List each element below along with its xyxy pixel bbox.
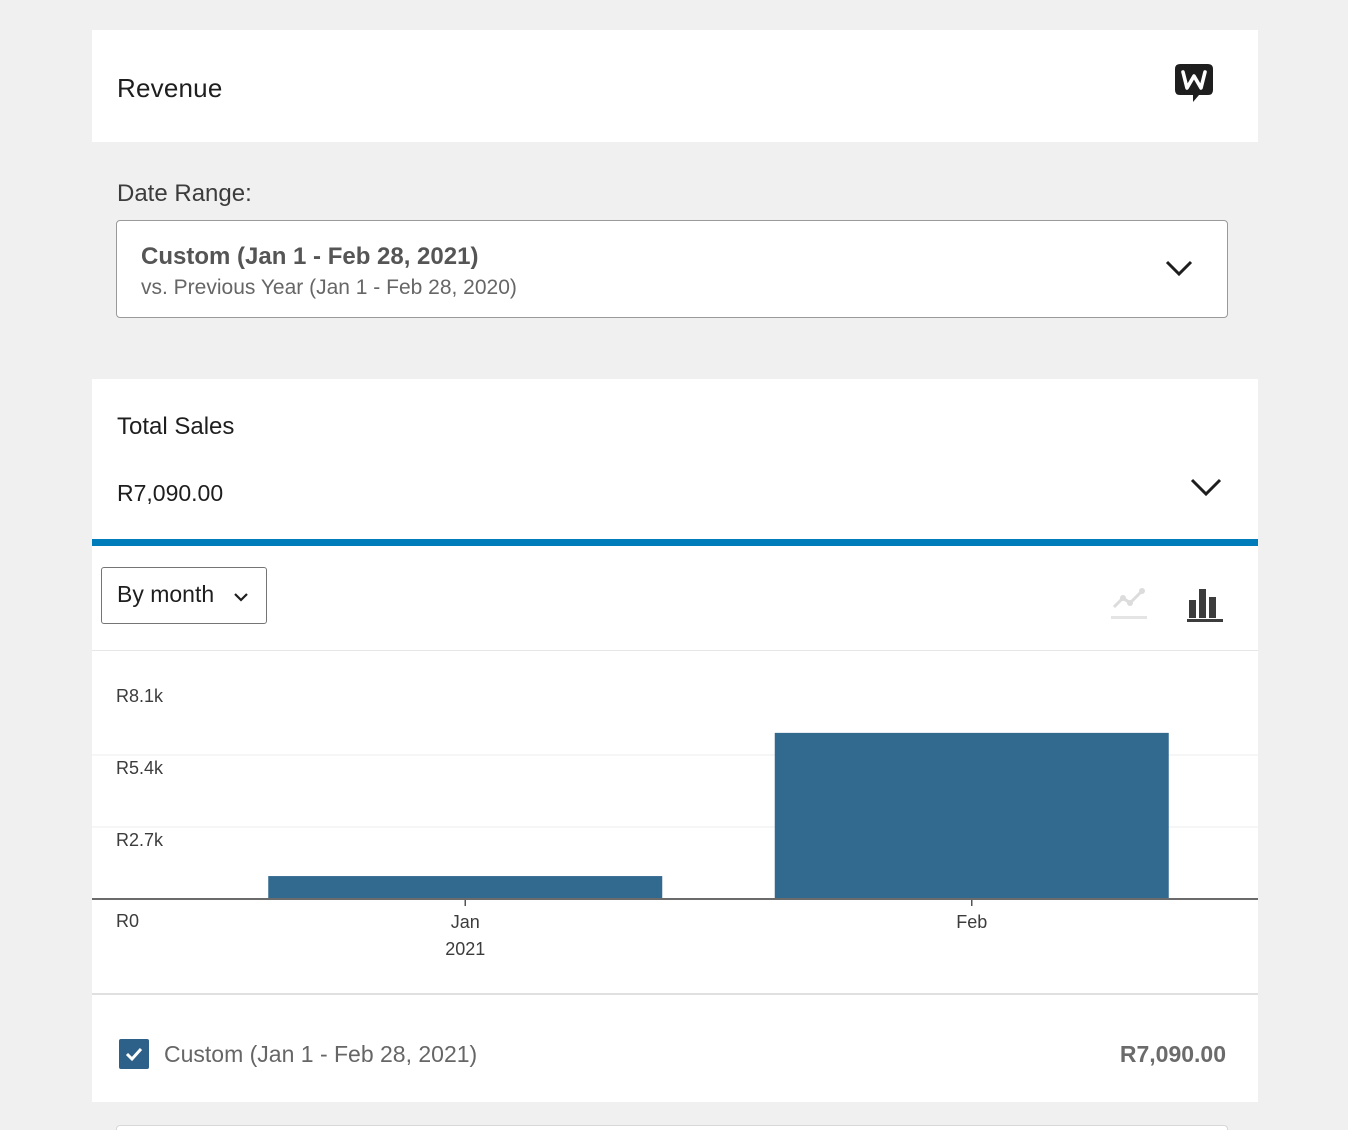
x-tick-sublabel: 2021 — [445, 939, 485, 959]
bar-jan — [268, 876, 663, 899]
summary-value: R7,090.00 — [117, 480, 224, 506]
page-title: Revenue — [117, 73, 223, 103]
date-range-primary: Custom (Jan 1 - Feb 28, 2021) — [141, 243, 479, 270]
y-tick-label: R0 — [116, 911, 139, 931]
date-range-label: Date Range: — [117, 180, 252, 207]
date-range-comparison: vs. Previous Year (Jan 1 - Feb 28, 2020) — [141, 276, 517, 299]
legend-series-value: R7,090.00 — [1119, 1041, 1226, 1067]
checkmark-icon — [125, 1047, 143, 1062]
bar-chart-icon[interactable] — [1186, 584, 1224, 622]
legend-checkbox[interactable] — [119, 1039, 149, 1069]
chevron-down-icon — [1165, 260, 1193, 277]
x-tick-label: Jan — [451, 912, 480, 932]
total-sales-summary[interactable]: Total Sales R7,090.00 — [92, 379, 1258, 546]
y-tick-label: R8.1k — [116, 686, 164, 706]
summary-label: Total Sales — [117, 413, 235, 440]
chevron-down-icon[interactable] — [1190, 477, 1222, 497]
interval-label: By month — [117, 581, 215, 607]
total-sales-card: Total Sales R7,090.00 By month R0 R2.7k R5… — [92, 379, 1258, 1102]
legend-series-label: Custom (Jan 1 - Feb 28, 2021) — [164, 1041, 478, 1067]
bar-feb — [774, 732, 1169, 899]
line-chart-icon[interactable] — [1110, 585, 1148, 621]
woocommerce-w-icon[interactable] — [1174, 63, 1214, 103]
interval-dropdown[interactable]: By month — [101, 567, 267, 624]
chevron-down-icon — [234, 593, 248, 602]
chart-divider — [92, 650, 1258, 651]
total-sales-bar-chart: R0 R2.7k R5.4k R8.1k Jan 2021 Feb — [92, 686, 1258, 959]
y-tick-label: R5.4k — [116, 758, 164, 778]
legend-divider — [92, 993, 1258, 995]
x-tick-label: Feb — [956, 912, 987, 932]
y-tick-label: R2.7k — [116, 830, 164, 850]
report-header: Revenue — [92, 30, 1258, 142]
date-range-dropdown[interactable]: Custom (Jan 1 - Feb 28, 2021) vs. Previo… — [116, 220, 1228, 318]
next-card — [116, 1125, 1228, 1130]
